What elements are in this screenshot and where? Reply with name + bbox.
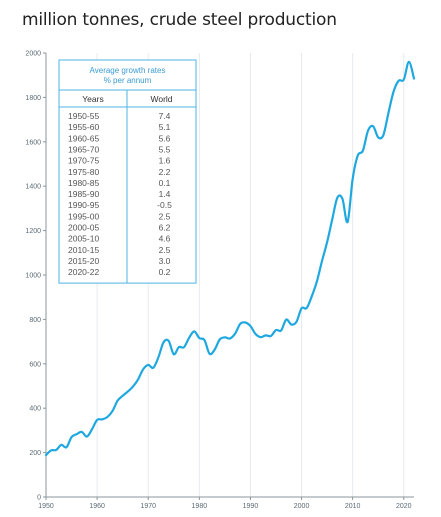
y-tick-label-0: 0 xyxy=(37,495,41,502)
table-cell-period: 2020-22 xyxy=(68,267,99,277)
x-axis-ticks: 1950 1960 1970 1980 1990 2000 2010 2020 xyxy=(38,497,412,510)
chart-title: million tonnes, crude steel production xyxy=(22,10,337,30)
table-cell-period: 1955-60 xyxy=(68,122,99,132)
table-cell-rate: 2.5 xyxy=(159,211,171,221)
y-tick-label-1200: 1200 xyxy=(25,228,41,235)
table-cell-rate: 7.4 xyxy=(159,111,171,121)
y-axis-ticks: 0 200 400 600 800 1000 1200 1400 1600 1800 2000 xyxy=(25,51,46,502)
table-header-world: World xyxy=(150,94,172,104)
x-tick-label-1980: 1980 xyxy=(192,503,208,510)
y-tick-label-2000: 2000 xyxy=(25,51,41,58)
table-cell-period: 1950-55 xyxy=(68,111,99,121)
table-title-line2: % per annum xyxy=(104,76,152,85)
y-tick-label-1400: 1400 xyxy=(25,184,41,191)
y-tick-label-600: 600 xyxy=(29,361,41,368)
y-tick-label-800: 800 xyxy=(29,317,41,324)
table-cell-rate: 5.1 xyxy=(159,122,171,132)
table-cell-period: 1975-80 xyxy=(68,167,99,177)
table-cell-period: 1990-95 xyxy=(68,200,99,210)
table-cell-period: 2010-15 xyxy=(68,245,99,255)
table-cell-rate: 0.1 xyxy=(159,178,171,188)
table-cell-period: 1985-90 xyxy=(68,189,99,199)
table-cell-period: 1995-00 xyxy=(68,211,99,221)
table-cell-rate: 2.2 xyxy=(159,167,171,177)
table-cell-period: 2015-20 xyxy=(68,256,99,266)
table-cell-period: 1965-70 xyxy=(68,144,99,154)
table-cell-rate: 4.6 xyxy=(159,234,171,244)
table-title-line1: Average growth rates xyxy=(90,66,166,75)
y-tick-label-1600: 1600 xyxy=(25,139,41,146)
series-line-0 xyxy=(44,60,416,457)
x-tick-label-1960: 1960 xyxy=(89,503,105,510)
y-tick-label-1000: 1000 xyxy=(25,273,41,280)
table-cell-period: 2000-05 xyxy=(68,223,99,233)
x-tick-label-1950: 1950 xyxy=(38,503,54,510)
y-tick-label-200: 200 xyxy=(29,450,41,457)
x-tick-label-2020: 2020 xyxy=(396,503,412,510)
table-cell-rate: 2.5 xyxy=(159,245,171,255)
x-tick-label-2010: 2010 xyxy=(345,503,361,510)
y-tick-label-1800: 1800 xyxy=(25,95,41,102)
table-cell-rate: 1.6 xyxy=(159,156,171,166)
table-cell-period: 1980-85 xyxy=(68,178,99,188)
table-cell-rate: 6.2 xyxy=(159,223,171,233)
x-tick-label-2000: 2000 xyxy=(294,503,310,510)
x-tick-label-1970: 1970 xyxy=(140,503,156,510)
table-cell-period: 1960-65 xyxy=(68,133,99,143)
table-cell-rate: 0.2 xyxy=(159,267,171,277)
x-tick-label-1990: 1990 xyxy=(243,503,259,510)
table-cell-rate: -0.5 xyxy=(157,200,172,210)
table-cell-rate: 1.4 xyxy=(159,189,171,199)
table-cell-period: 2005-10 xyxy=(68,234,99,244)
table-header-years: Years xyxy=(82,94,103,104)
y-tick-label-400: 400 xyxy=(29,406,41,413)
table-cell-rate: 5.5 xyxy=(159,144,171,154)
data-series xyxy=(44,60,416,457)
table-cell-rate: 5.6 xyxy=(159,133,171,143)
table-cell-rate: 3.0 xyxy=(159,256,171,266)
table-cell-period: 1970-75 xyxy=(68,156,99,166)
